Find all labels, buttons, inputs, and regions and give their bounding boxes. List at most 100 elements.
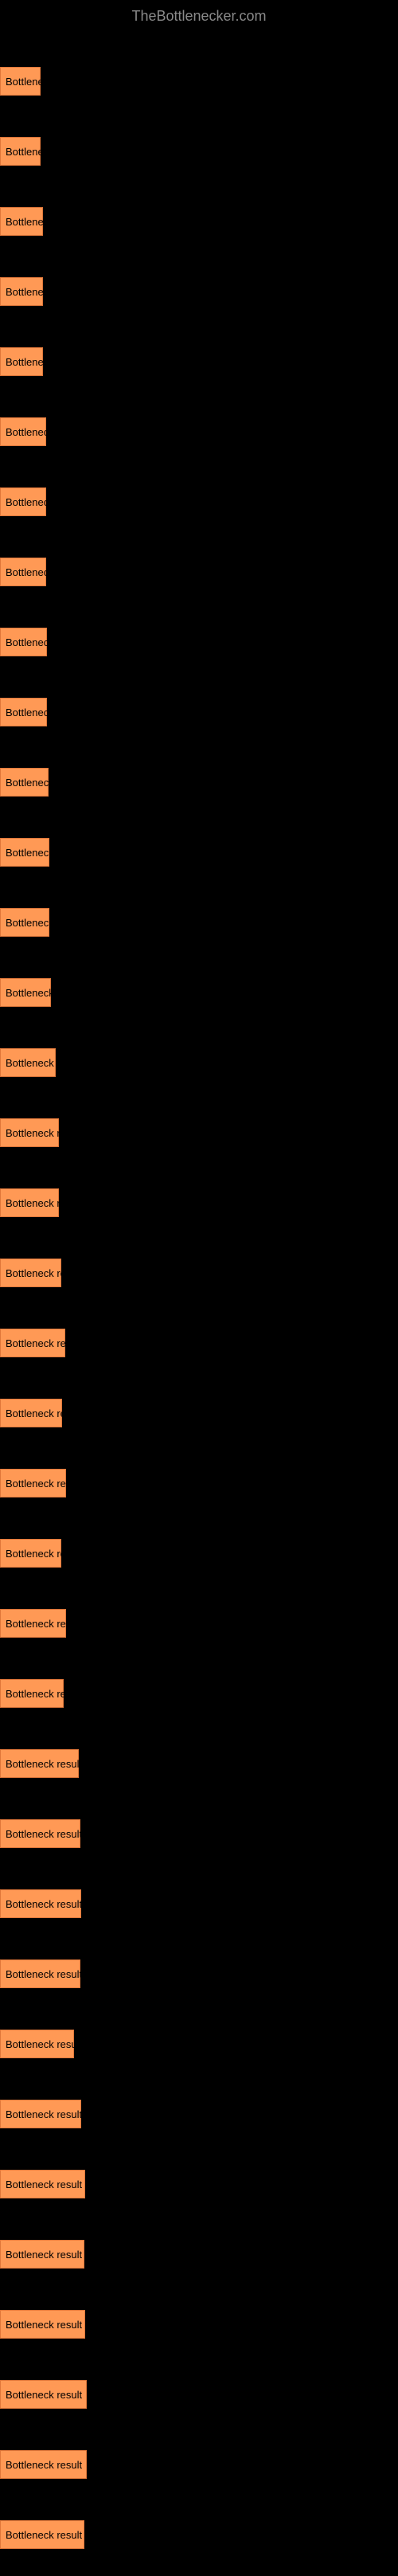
bar-wrapper: Bottleneck result4.	[0, 1819, 398, 1848]
bar-row: Bottleneck res	[0, 808, 398, 867]
site-title: TheBottlenecker.com	[0, 0, 398, 37]
bar-row: Bottleneck result52.7	[0, 2280, 398, 2339]
bar-category-label: Bottleneck re	[6, 496, 66, 508]
bar-row: Bottleneck result	[0, 1509, 398, 1568]
bar-wrapper: Bottleneck result 52.	[0, 2170, 398, 2198]
bar-wrapper: Bottleneck result	[0, 1188, 398, 1217]
bar-row: Bottleneck re	[0, 527, 398, 586]
bar: Bottleneck	[0, 67, 41, 96]
bar-value-label: 52.	[93, 2178, 107, 2190]
bar-row: Bottleneck result	[0, 1579, 398, 1638]
bar-category-label: Bottleneck result	[6, 1968, 82, 1980]
bar: Bottleneck r	[0, 277, 43, 306]
bar-wrapper: Bottleneck result	[0, 1048, 398, 1077]
bar: Bottleneck result	[0, 2520, 84, 2549]
bar-value-label: 49	[88, 1967, 100, 1979]
bar-wrapper: Bottleneck re	[0, 558, 398, 586]
bar-wrapper: Bottleneck result50	[0, 1889, 398, 1918]
bar-wrapper: Bottleneck result	[0, 2030, 398, 2058]
bottleneck-bar-chart: BottleneckBottleneckBottleneck cBottlene…	[0, 37, 398, 2576]
bar-wrapper: Bottleneck result52.7	[0, 2310, 398, 2339]
bar: Bottleneck result	[0, 1819, 80, 1848]
bar-category-label: Bottleneck	[6, 146, 54, 158]
bar-category-label: Bottleneck result	[6, 1758, 82, 1770]
bar: Bottleneck result	[0, 1469, 66, 1497]
bar-wrapper: Bottleneck result	[0, 1609, 398, 1638]
bar: Bottleneck result	[0, 2380, 87, 2409]
bar-row: Bottleneck	[0, 107, 398, 166]
bar: Bottleneck re	[0, 417, 46, 446]
bar-row: Bottleneck result4.	[0, 1789, 398, 1848]
bar-wrapper: Bottleneck re	[0, 487, 398, 516]
bar-category-label: Bottleneck result	[6, 2389, 82, 2401]
bar: Bottleneck c	[0, 207, 43, 236]
bar-row: Bottleneck result	[0, 1368, 398, 1427]
bar-row: Bottleneck res	[0, 878, 398, 937]
bar-wrapper: Bottleneck result 50	[0, 2100, 398, 2128]
bar: Bottleneck re	[0, 558, 46, 586]
bar-wrapper: Bottleneck	[0, 67, 398, 96]
bar-row: Bottleneck result4	[0, 1719, 398, 1778]
bar-category-label: Bottleneck result	[6, 2038, 82, 2050]
bar-category-label: Bottleneck result	[6, 1407, 82, 1419]
bar-category-label: Bottleneck result	[6, 2529, 82, 2541]
bar-category-label: Bottleneck result	[6, 2249, 82, 2261]
bar: Bottleneck re	[0, 768, 49, 797]
bar-wrapper: Bottleneck result 53%	[0, 2380, 398, 2409]
bar-category-label: Bottleneck result	[6, 1618, 82, 1630]
bar-wrapper: Bottleneck res	[0, 838, 398, 867]
bar-category-label: Bottleneck res	[6, 847, 71, 859]
bar-value-label: 53%	[95, 2388, 115, 2400]
bar-row: Bottleneck	[0, 37, 398, 96]
bar-row: Bottleneck re	[0, 738, 398, 797]
bar-value-label: 50	[89, 2108, 100, 2120]
bar-category-label: Bottleneck result	[6, 2108, 82, 2120]
bar: Bottleneck res	[0, 838, 49, 867]
bar-row: Bottleneck r	[0, 247, 398, 306]
bar: Bottleneck re	[0, 628, 47, 656]
bar-category-label: Bottleneck rest	[6, 987, 74, 999]
bar: Bottleneck result	[0, 1118, 59, 1147]
bar-wrapper: Bottleneck result 49	[0, 1959, 398, 1988]
bar-row: Bottleneck result	[0, 1088, 398, 1147]
bar-wrapper: Bottleneck result	[0, 1539, 398, 1568]
bar-row: Bottleneck result	[0, 1158, 398, 1217]
bar-wrapper: Bottleneck result51.	[0, 2520, 398, 2549]
bar-value-label: 51.	[92, 2248, 107, 2260]
bar-row: Bottleneck result	[0, 1298, 398, 1357]
bar: Bottleneck result	[0, 1609, 66, 1638]
bar-wrapper: Bottleneck result	[0, 1399, 398, 1427]
bar-category-label: Bottleneck re	[6, 636, 66, 648]
bar: Bottleneck result	[0, 1889, 81, 1918]
bar-category-label: Bottleneck result	[6, 1898, 82, 1910]
bar-category-label: Bottleneck	[6, 76, 54, 88]
bar-value-label: 53.6	[95, 2458, 115, 2470]
bar: Bottleneck result	[0, 1188, 59, 1217]
bar-category-label: Bottleneck result	[6, 1337, 82, 1349]
bar-row: Bottleneck result	[0, 1228, 398, 1287]
bar-category-label: Bottleneck re	[6, 777, 66, 789]
bar-row: Bottleneck r	[0, 317, 398, 376]
bar: Bottleneck	[0, 137, 41, 166]
bar: Bottleneck result	[0, 2030, 74, 2058]
bar-wrapper: Bottleneck res	[0, 908, 398, 937]
bar-category-label: Bottleneck re	[6, 707, 66, 718]
bar-category-label: Bottleneck re	[6, 426, 66, 438]
bar-row: Bottleneck result	[0, 1649, 398, 1708]
bar-row: Bottleneck result 49	[0, 1929, 398, 1988]
bar: Bottleneck res	[0, 908, 49, 937]
bar: Bottleneck result	[0, 2310, 85, 2339]
bar-category-label: Bottleneck result	[6, 1688, 82, 1700]
bar-wrapper: Bottleneck rest	[0, 978, 398, 1007]
bar-row: Bottleneck result	[0, 1018, 398, 1077]
bar-category-label: Bottleneck result	[6, 2319, 82, 2331]
bar-category-label: Bottleneck result	[6, 1197, 82, 1209]
bar-category-label: Bottleneck result	[6, 2179, 82, 2190]
bar-wrapper: Bottleneck result	[0, 1118, 398, 1147]
bar-row: Bottleneck result 51.	[0, 2210, 398, 2269]
bar-wrapper: Bottleneck re	[0, 628, 398, 656]
bar-wrapper: Bottleneck	[0, 137, 398, 166]
bar-category-label: Bottleneck result	[6, 2459, 82, 2471]
bar-category-label: Bottleneck re	[6, 566, 66, 578]
bar-wrapper: Bottleneck result	[0, 1329, 398, 1357]
